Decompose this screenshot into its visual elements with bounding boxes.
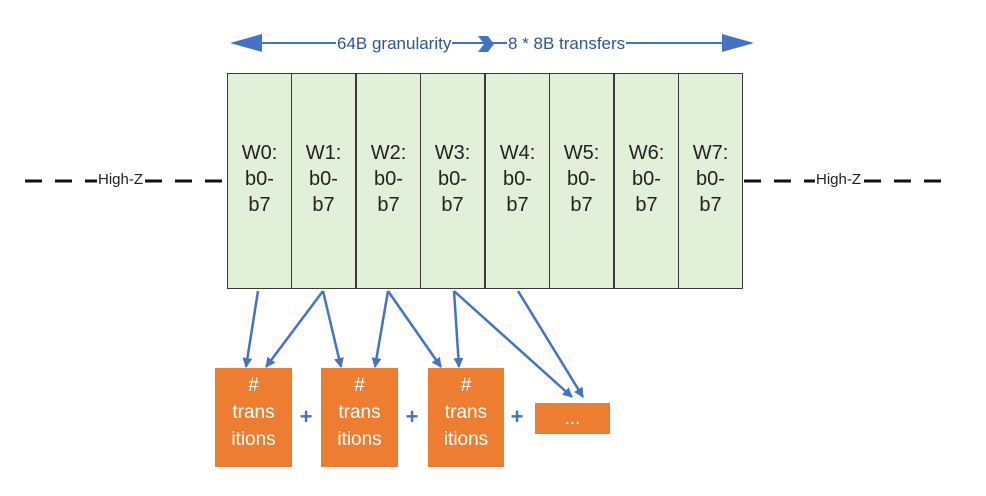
granularity-label: 64B granularity bbox=[336, 33, 453, 55]
transitions-text: trans bbox=[338, 402, 381, 423]
transitions-text: itions bbox=[443, 429, 489, 450]
word-bytes-end: b7 bbox=[441, 194, 464, 216]
word-name: W0: bbox=[241, 142, 278, 164]
transitions-text: trans bbox=[444, 402, 488, 423]
transitions-text: trans bbox=[232, 402, 275, 423]
word-name: W1: bbox=[305, 142, 342, 164]
word-bytes: b0- bbox=[632, 168, 661, 190]
arrow-w2-t1 bbox=[371, 290, 390, 368]
arrow-w1-t1 bbox=[321, 290, 344, 368]
word-bytes: b0- bbox=[245, 168, 274, 190]
arrow-w3-t2 bbox=[452, 290, 464, 368]
word-bytes-end: b7 bbox=[570, 194, 593, 216]
transitions-hash: # bbox=[248, 375, 259, 396]
word-bytes-end: b7 bbox=[248, 194, 271, 216]
arrow-w4-ellipsis bbox=[516, 290, 585, 398]
word-name: W6: bbox=[628, 142, 665, 164]
word-box-w6: W6: b0- b7 bbox=[614, 73, 679, 289]
transitions-box-2: # trans itions bbox=[428, 368, 504, 467]
word-box-w5: W5: b0- b7 bbox=[549, 73, 614, 289]
word-bytes: b0- bbox=[374, 168, 403, 190]
transitions-text: itions bbox=[337, 429, 382, 450]
word-bytes-end: b7 bbox=[312, 194, 335, 216]
word-box-w7: W7: b0- b7 bbox=[678, 73, 743, 289]
ellipsis-box: ... bbox=[535, 403, 610, 434]
high-z-label-left: High-Z bbox=[97, 170, 145, 190]
transitions-hash: # bbox=[460, 375, 472, 396]
word-name: W2: bbox=[370, 142, 407, 164]
transitions-box-1: # trans itions bbox=[321, 368, 398, 467]
granularity-arrow-left-head bbox=[230, 34, 262, 52]
implies-arrow-icon bbox=[478, 36, 494, 52]
plus-operator: + bbox=[405, 404, 419, 429]
plus-operator: + bbox=[510, 404, 524, 429]
word-name: W5: bbox=[563, 142, 600, 164]
word-box-w2: W2: b0- b7 bbox=[356, 73, 421, 289]
word-name: W3: bbox=[434, 142, 471, 164]
word-bytes-end: b7 bbox=[506, 194, 529, 216]
arrow-w3-ellipsis bbox=[453, 290, 573, 398]
arrow-w1-t0 bbox=[265, 290, 324, 368]
word-bytes-end: b7 bbox=[699, 194, 722, 216]
word-bytes: b0- bbox=[567, 168, 596, 190]
transitions-box-0: # trans itions bbox=[215, 368, 292, 467]
transitions-text: itions bbox=[231, 429, 276, 450]
plus-operator: + bbox=[299, 404, 313, 429]
word-bytes-end: b7 bbox=[635, 194, 658, 216]
word-name: W4: bbox=[499, 142, 536, 164]
word-box-w0: W0: b0- b7 bbox=[227, 73, 292, 289]
word-box-w1: W1: b0- b7 bbox=[291, 73, 356, 289]
word-bytes-end: b7 bbox=[377, 194, 400, 216]
ellipsis-text: ... bbox=[564, 408, 581, 429]
word-bytes: b0- bbox=[696, 168, 725, 190]
arrow-w0-t0 bbox=[242, 290, 260, 368]
word-bytes: b0- bbox=[438, 168, 467, 190]
transfers-label: 8 * 8B transfers bbox=[507, 33, 627, 55]
high-z-label-right: High-Z bbox=[815, 170, 863, 190]
arrow-w2-t2 bbox=[386, 290, 443, 368]
word-box-w4: W4: b0- b7 bbox=[485, 73, 550, 289]
granularity-arrow-right-head bbox=[722, 34, 754, 52]
word-name: W7: bbox=[692, 142, 729, 164]
word-box-w3: W3: b0- b7 bbox=[420, 73, 485, 289]
transitions-hash: # bbox=[354, 375, 365, 396]
word-bytes: b0- bbox=[309, 168, 338, 190]
word-bytes: b0- bbox=[503, 168, 532, 190]
